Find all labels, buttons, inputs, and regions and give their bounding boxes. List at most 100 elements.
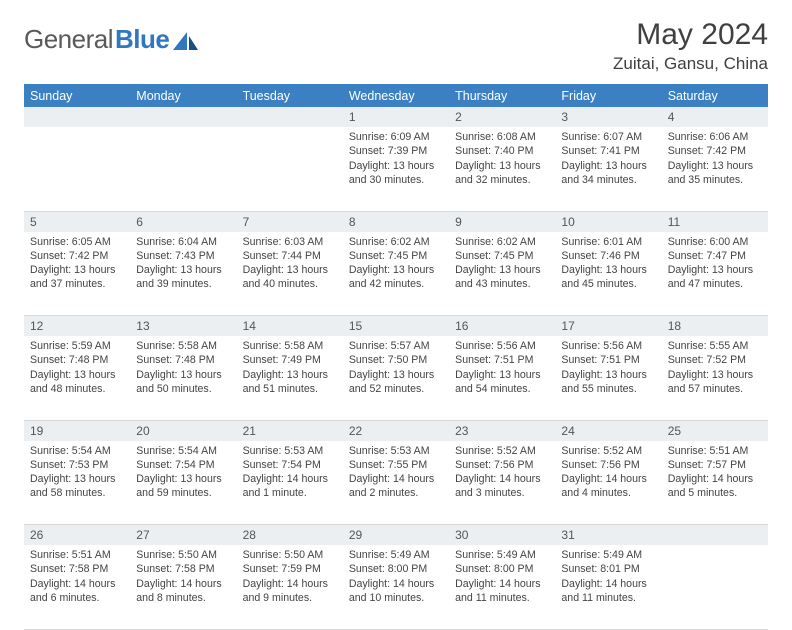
daylight-text: Daylight: 14 hours and 11 minutes. <box>455 577 549 606</box>
day-number: 7 <box>237 212 343 232</box>
cell-body: Sunrise: 6:02 AMSunset: 7:45 PMDaylight:… <box>449 232 555 296</box>
day-number: 25 <box>662 421 768 441</box>
daylight-text: Daylight: 14 hours and 4 minutes. <box>561 472 655 501</box>
daylight-text: Daylight: 14 hours and 8 minutes. <box>136 577 230 606</box>
calendar-week-row: Sunrise: 6:09 AMSunset: 7:39 PMDaylight:… <box>24 127 768 211</box>
calendar-cell <box>662 545 768 629</box>
daylight-text: Daylight: 13 hours and 47 minutes. <box>668 263 762 292</box>
daylight-text: Daylight: 13 hours and 51 minutes. <box>243 368 337 397</box>
cell-body: Sunrise: 5:49 AMSunset: 8:00 PMDaylight:… <box>449 545 555 609</box>
daylight-text: Daylight: 13 hours and 57 minutes. <box>668 368 762 397</box>
cell-body: Sunrise: 6:02 AMSunset: 7:45 PMDaylight:… <box>343 232 449 296</box>
daylight-text: Daylight: 14 hours and 10 minutes. <box>349 577 443 606</box>
cell-body: Sunrise: 5:57 AMSunset: 7:50 PMDaylight:… <box>343 336 449 400</box>
sunrise-text: Sunrise: 5:54 AM <box>136 444 230 458</box>
daylight-text: Daylight: 13 hours and 35 minutes. <box>668 159 762 188</box>
sunset-text: Sunset: 7:57 PM <box>668 458 762 472</box>
day-number: 31 <box>555 525 661 545</box>
weekday-header: Friday <box>555 85 661 108</box>
weekday-header: Tuesday <box>237 85 343 108</box>
sunset-text: Sunset: 7:58 PM <box>30 562 124 576</box>
calendar-cell: Sunrise: 5:56 AMSunset: 7:51 PMDaylight:… <box>449 336 555 420</box>
cell-body: Sunrise: 6:09 AMSunset: 7:39 PMDaylight:… <box>343 127 449 191</box>
daylight-text: Daylight: 13 hours and 54 minutes. <box>455 368 549 397</box>
cell-body: Sunrise: 5:52 AMSunset: 7:56 PMDaylight:… <box>555 441 661 505</box>
day-number: 26 <box>24 525 130 545</box>
cell-body: Sunrise: 6:04 AMSunset: 7:43 PMDaylight:… <box>130 232 236 296</box>
calendar-cell: Sunrise: 5:52 AMSunset: 7:56 PMDaylight:… <box>449 441 555 525</box>
sunrise-text: Sunrise: 5:52 AM <box>455 444 549 458</box>
daylight-text: Daylight: 13 hours and 40 minutes. <box>243 263 337 292</box>
calendar-cell: Sunrise: 5:50 AMSunset: 7:59 PMDaylight:… <box>237 545 343 629</box>
sunset-text: Sunset: 7:49 PM <box>243 353 337 367</box>
calendar-cell: Sunrise: 6:02 AMSunset: 7:45 PMDaylight:… <box>449 232 555 316</box>
calendar-cell: Sunrise: 5:53 AMSunset: 7:54 PMDaylight:… <box>237 441 343 525</box>
calendar-cell: Sunrise: 5:54 AMSunset: 7:54 PMDaylight:… <box>130 441 236 525</box>
cell-body: Sunrise: 5:49 AMSunset: 8:01 PMDaylight:… <box>555 545 661 609</box>
sunset-text: Sunset: 7:40 PM <box>455 144 549 158</box>
sunrise-text: Sunrise: 5:49 AM <box>561 548 655 562</box>
day-number: 4 <box>662 107 768 127</box>
day-number: 12 <box>24 316 130 336</box>
sunset-text: Sunset: 7:48 PM <box>136 353 230 367</box>
calendar-cell: Sunrise: 6:04 AMSunset: 7:43 PMDaylight:… <box>130 232 236 316</box>
cell-body: Sunrise: 5:59 AMSunset: 7:48 PMDaylight:… <box>24 336 130 400</box>
daylight-text: Daylight: 13 hours and 43 minutes. <box>455 263 549 292</box>
day-number: 8 <box>343 212 449 232</box>
day-number: 18 <box>662 316 768 336</box>
calendar-cell: Sunrise: 6:02 AMSunset: 7:45 PMDaylight:… <box>343 232 449 316</box>
sunset-text: Sunset: 7:41 PM <box>561 144 655 158</box>
day-number: 16 <box>449 316 555 336</box>
daylight-text: Daylight: 14 hours and 5 minutes. <box>668 472 762 501</box>
day-number <box>662 525 768 531</box>
calendar-table: SundayMondayTuesdayWednesdayThursdayFrid… <box>24 84 768 630</box>
sunrise-text: Sunrise: 5:55 AM <box>668 339 762 353</box>
sunrise-text: Sunrise: 6:02 AM <box>349 235 443 249</box>
sunset-text: Sunset: 7:56 PM <box>455 458 549 472</box>
sunset-text: Sunset: 7:52 PM <box>668 353 762 367</box>
daylight-text: Daylight: 13 hours and 59 minutes. <box>136 472 230 501</box>
cell-body: Sunrise: 5:51 AMSunset: 7:58 PMDaylight:… <box>24 545 130 609</box>
sunset-text: Sunset: 7:54 PM <box>243 458 337 472</box>
daynum-row: 567891011 <box>24 211 768 232</box>
calendar-cell: Sunrise: 6:05 AMSunset: 7:42 PMDaylight:… <box>24 232 130 316</box>
daylight-text: Daylight: 13 hours and 37 minutes. <box>30 263 124 292</box>
daylight-text: Daylight: 13 hours and 45 minutes. <box>561 263 655 292</box>
sunrise-text: Sunrise: 5:56 AM <box>561 339 655 353</box>
sunrise-text: Sunrise: 6:01 AM <box>561 235 655 249</box>
sunset-text: Sunset: 7:43 PM <box>136 249 230 263</box>
calendar-cell: Sunrise: 5:49 AMSunset: 8:00 PMDaylight:… <box>449 545 555 629</box>
cell-body: Sunrise: 6:01 AMSunset: 7:46 PMDaylight:… <box>555 232 661 296</box>
sunset-text: Sunset: 7:45 PM <box>455 249 549 263</box>
calendar-cell: Sunrise: 6:06 AMSunset: 7:42 PMDaylight:… <box>662 127 768 211</box>
day-number: 30 <box>449 525 555 545</box>
cell-body: Sunrise: 5:56 AMSunset: 7:51 PMDaylight:… <box>555 336 661 400</box>
sunrise-text: Sunrise: 5:58 AM <box>243 339 337 353</box>
month-title: May 2024 <box>613 18 768 52</box>
day-number: 13 <box>130 316 236 336</box>
sunset-text: Sunset: 7:58 PM <box>136 562 230 576</box>
cell-body: Sunrise: 6:05 AMSunset: 7:42 PMDaylight:… <box>24 232 130 296</box>
sunset-text: Sunset: 7:46 PM <box>561 249 655 263</box>
daylight-text: Daylight: 13 hours and 32 minutes. <box>455 159 549 188</box>
day-number: 9 <box>449 212 555 232</box>
header: GeneralBlue May 2024 Zuitai, Gansu, Chin… <box>24 18 768 74</box>
sunrise-text: Sunrise: 5:53 AM <box>243 444 337 458</box>
calendar-cell: Sunrise: 5:51 AMSunset: 7:58 PMDaylight:… <box>24 545 130 629</box>
calendar-cell: Sunrise: 5:53 AMSunset: 7:55 PMDaylight:… <box>343 441 449 525</box>
sunrise-text: Sunrise: 5:54 AM <box>30 444 124 458</box>
day-number: 28 <box>237 525 343 545</box>
sunset-text: Sunset: 7:42 PM <box>668 144 762 158</box>
calendar-cell: Sunrise: 5:58 AMSunset: 7:48 PMDaylight:… <box>130 336 236 420</box>
cell-body: Sunrise: 5:58 AMSunset: 7:49 PMDaylight:… <box>237 336 343 400</box>
daylight-text: Daylight: 13 hours and 48 minutes. <box>30 368 124 397</box>
calendar-cell <box>130 127 236 211</box>
day-number: 10 <box>555 212 661 232</box>
weekday-header-row: SundayMondayTuesdayWednesdayThursdayFrid… <box>24 85 768 108</box>
daylight-text: Daylight: 13 hours and 42 minutes. <box>349 263 443 292</box>
sunrise-text: Sunrise: 6:03 AM <box>243 235 337 249</box>
day-number <box>24 107 130 113</box>
daylight-text: Daylight: 14 hours and 1 minute. <box>243 472 337 501</box>
day-number: 17 <box>555 316 661 336</box>
daylight-text: Daylight: 14 hours and 3 minutes. <box>455 472 549 501</box>
